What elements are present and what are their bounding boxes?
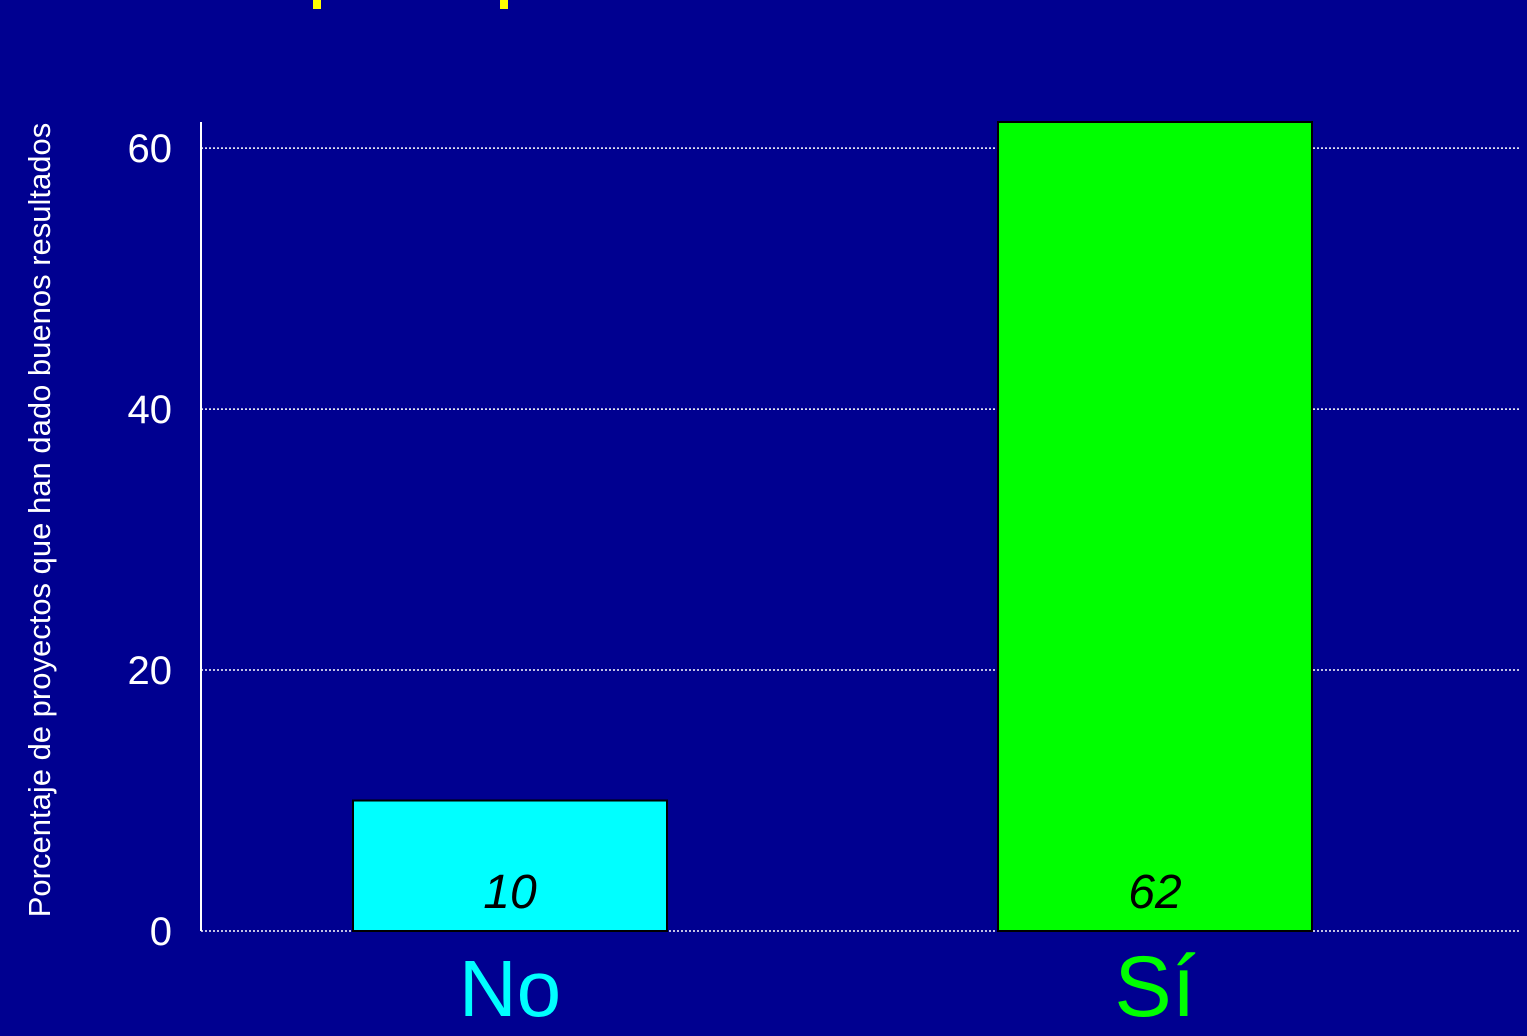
- cropped-title-fragment-left: [313, 0, 321, 9]
- y-tick-labels: 0 20 40 60: [128, 127, 173, 954]
- bar-si: [997, 121, 1313, 932]
- category-label-no: No: [459, 944, 561, 1031]
- value-label-si: 62: [1128, 866, 1181, 919]
- bar-no: [352, 799, 668, 932]
- y-tick-label-0: 0: [150, 910, 172, 954]
- y-axis-title: Porcentaje de proyectos que han dado bue…: [22, 123, 57, 918]
- y-tick-label-20: 20: [128, 649, 173, 693]
- bars: [352, 121, 1313, 932]
- y-tick-label-60: 60: [128, 127, 173, 171]
- y-tick-label-40: 40: [128, 388, 173, 432]
- value-labels: 10 62: [483, 866, 1181, 919]
- value-label-no: 10: [483, 866, 537, 919]
- cropped-title-fragment-right: [500, 0, 508, 9]
- x-category-labels: No Sí: [459, 939, 1196, 1035]
- category-label-si: Sí: [1114, 939, 1195, 1031]
